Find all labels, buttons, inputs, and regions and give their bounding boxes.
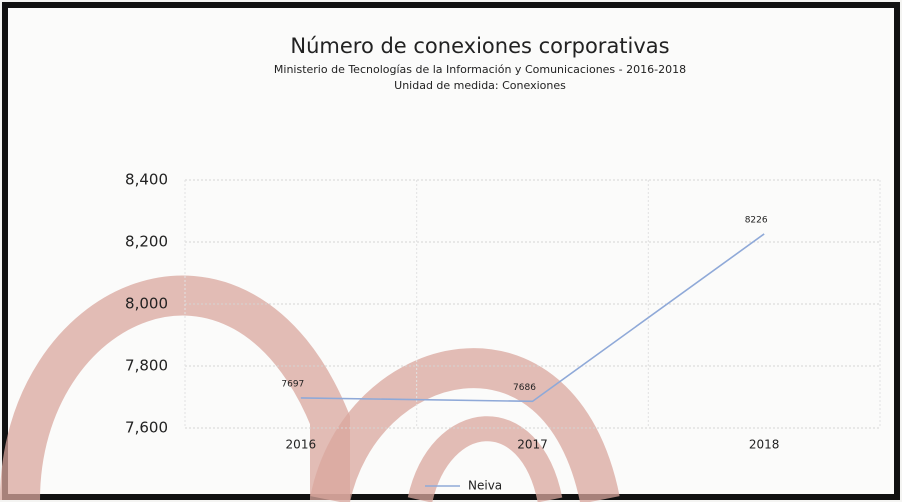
watermark: [0, 275, 620, 502]
watermark-arc: [0, 275, 350, 501]
data-label: 7686: [513, 383, 536, 393]
y-tick-label: 8,000: [125, 295, 168, 313]
y-tick-label: 7,800: [125, 357, 168, 375]
data-line: [300, 233, 765, 403]
watermark-arc: [310, 348, 620, 502]
legend-label: Neiva: [468, 479, 502, 493]
chart-subtitle: Unidad de medida: Conexiones: [394, 79, 566, 92]
x-tick-label: 2018: [749, 438, 780, 452]
x-tick-label: 2017: [517, 438, 548, 452]
data-label: 8226: [745, 215, 768, 225]
y-tick-label: 7,600: [125, 419, 168, 437]
watermark-arc: [407, 416, 563, 502]
x-tick-label: 2016: [286, 438, 317, 452]
chart-subtitle: Ministerio de Tecnologías de la Informac…: [274, 63, 686, 76]
y-tick-label: 8,200: [125, 233, 168, 251]
y-tick-label: 8,400: [125, 171, 168, 189]
data-label: 7697: [281, 379, 304, 389]
chart-title: Número de conexiones corporativas: [290, 34, 669, 58]
